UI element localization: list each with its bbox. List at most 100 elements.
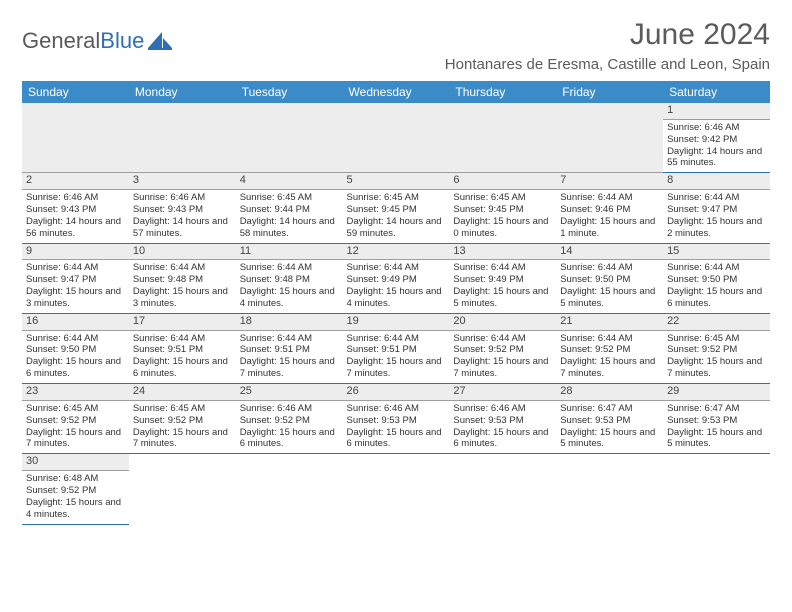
day-number: 12 bbox=[343, 244, 450, 261]
day-number: 5 bbox=[343, 173, 450, 190]
sunrise-text: Sunrise: 6:47 AM bbox=[560, 403, 659, 415]
daylight-text: Daylight: 14 hours and 59 minutes. bbox=[347, 216, 446, 240]
sunset-text: Sunset: 9:48 PM bbox=[133, 274, 232, 286]
sunset-text: Sunset: 9:52 PM bbox=[453, 344, 552, 356]
daylight-text: Daylight: 15 hours and 5 minutes. bbox=[560, 286, 659, 310]
sunrise-text: Sunrise: 6:45 AM bbox=[133, 403, 232, 415]
day-number: 17 bbox=[129, 314, 236, 331]
col-saturday: Saturday bbox=[663, 81, 770, 103]
calendar-header-row: Sunday Monday Tuesday Wednesday Thursday… bbox=[22, 81, 770, 103]
daylight-text: Daylight: 15 hours and 5 minutes. bbox=[560, 427, 659, 451]
sunset-text: Sunset: 9:51 PM bbox=[133, 344, 232, 356]
day-number: 19 bbox=[343, 314, 450, 331]
month-title: June 2024 bbox=[445, 18, 770, 52]
sunrise-text: Sunrise: 6:45 AM bbox=[26, 403, 125, 415]
calendar-week-row: 1Sunrise: 6:46 AMSunset: 9:42 PMDaylight… bbox=[22, 103, 770, 173]
calendar-cell: 24Sunrise: 6:45 AMSunset: 9:52 PMDayligh… bbox=[129, 384, 236, 454]
calendar-cell: 26Sunrise: 6:46 AMSunset: 9:53 PMDayligh… bbox=[343, 384, 450, 454]
calendar-cell: 8Sunrise: 6:44 AMSunset: 9:47 PMDaylight… bbox=[663, 173, 770, 243]
day-number: 25 bbox=[236, 384, 343, 401]
day-number: 2 bbox=[22, 173, 129, 190]
calendar-cell bbox=[343, 103, 450, 173]
day-number: 28 bbox=[556, 384, 663, 401]
sunrise-text: Sunrise: 6:44 AM bbox=[26, 333, 125, 345]
sunrise-text: Sunrise: 6:45 AM bbox=[240, 192, 339, 204]
sunset-text: Sunset: 9:42 PM bbox=[667, 134, 766, 146]
day-number: 22 bbox=[663, 314, 770, 331]
calendar-cell: 21Sunrise: 6:44 AMSunset: 9:52 PMDayligh… bbox=[556, 313, 663, 383]
sunrise-text: Sunrise: 6:44 AM bbox=[347, 262, 446, 274]
calendar-week-row: 16Sunrise: 6:44 AMSunset: 9:50 PMDayligh… bbox=[22, 313, 770, 383]
col-tuesday: Tuesday bbox=[236, 81, 343, 103]
title-block: June 2024 Hontanares de Eresma, Castille… bbox=[445, 18, 770, 73]
daylight-text: Daylight: 14 hours and 57 minutes. bbox=[133, 216, 232, 240]
calendar-cell: 12Sunrise: 6:44 AMSunset: 9:49 PMDayligh… bbox=[343, 243, 450, 313]
calendar-cell: 29Sunrise: 6:47 AMSunset: 9:53 PMDayligh… bbox=[663, 384, 770, 454]
daylight-text: Daylight: 15 hours and 6 minutes. bbox=[453, 427, 552, 451]
calendar-cell: 3Sunrise: 6:46 AMSunset: 9:43 PMDaylight… bbox=[129, 173, 236, 243]
day-number: 26 bbox=[343, 384, 450, 401]
day-number: 18 bbox=[236, 314, 343, 331]
calendar-week-row: 9Sunrise: 6:44 AMSunset: 9:47 PMDaylight… bbox=[22, 243, 770, 313]
location-subtitle: Hontanares de Eresma, Castille and Leon,… bbox=[445, 56, 770, 73]
sunset-text: Sunset: 9:53 PM bbox=[453, 415, 552, 427]
calendar-cell: 5 Sunrise: 6:45 AMSunset: 9:45 PMDaylight… bbox=[343, 173, 450, 243]
calendar-cell bbox=[663, 454, 770, 524]
daylight-text: Daylight: 15 hours and 7 minutes. bbox=[240, 356, 339, 380]
calendar-cell: 7Sunrise: 6:44 AMSunset: 9:46 PMDaylight… bbox=[556, 173, 663, 243]
sunset-text: Sunset: 9:52 PM bbox=[667, 344, 766, 356]
sunrise-text: Sunrise: 6:44 AM bbox=[453, 333, 552, 345]
sunrise-text: Sunrise: 6:44 AM bbox=[560, 262, 659, 274]
sunrise-text: Sunrise: 6:46 AM bbox=[26, 192, 125, 204]
calendar-cell: 13Sunrise: 6:44 AMSunset: 9:49 PMDayligh… bbox=[449, 243, 556, 313]
day-number: 23 bbox=[22, 384, 129, 401]
calendar-cell: 25Sunrise: 6:46 AMSunset: 9:52 PMDayligh… bbox=[236, 384, 343, 454]
calendar-cell: 30Sunrise: 6:48 AMSunset: 9:52 PMDayligh… bbox=[22, 454, 129, 524]
sunrise-text: Sunrise: 6:45 AM bbox=[347, 192, 446, 204]
sunset-text: Sunset: 9:49 PM bbox=[347, 274, 446, 286]
sunset-text: Sunset: 9:50 PM bbox=[560, 274, 659, 286]
day-number: 10 bbox=[129, 244, 236, 261]
daylight-text: Daylight: 15 hours and 2 minutes. bbox=[667, 216, 766, 240]
daylight-text: Daylight: 14 hours and 58 minutes. bbox=[240, 216, 339, 240]
calendar-week-row: 30Sunrise: 6:48 AMSunset: 9:52 PMDayligh… bbox=[22, 454, 770, 524]
logo-sail-icon bbox=[148, 32, 174, 50]
sunrise-text: Sunrise: 6:44 AM bbox=[26, 262, 125, 274]
calendar-cell: 27Sunrise: 6:46 AMSunset: 9:53 PMDayligh… bbox=[449, 384, 556, 454]
sunset-text: Sunset: 9:45 PM bbox=[347, 204, 446, 216]
sunset-text: Sunset: 9:48 PM bbox=[240, 274, 339, 286]
daylight-text: Daylight: 15 hours and 7 minutes. bbox=[667, 356, 766, 380]
day-number: 4 bbox=[236, 173, 343, 190]
calendar-week-row: 2Sunrise: 6:46 AMSunset: 9:43 PMDaylight… bbox=[22, 173, 770, 243]
sunrise-text: Sunrise: 6:48 AM bbox=[26, 473, 125, 485]
daylight-text: Daylight: 15 hours and 6 minutes. bbox=[26, 356, 125, 380]
day-number: 9 bbox=[22, 244, 129, 261]
sunset-text: Sunset: 9:51 PM bbox=[240, 344, 339, 356]
sunset-text: Sunset: 9:49 PM bbox=[453, 274, 552, 286]
sunrise-text: Sunrise: 6:46 AM bbox=[453, 403, 552, 415]
sunset-text: Sunset: 9:45 PM bbox=[453, 204, 552, 216]
daylight-text: Daylight: 15 hours and 7 minutes. bbox=[560, 356, 659, 380]
sunrise-text: Sunrise: 6:46 AM bbox=[133, 192, 232, 204]
logo-text-blue: Blue bbox=[100, 28, 144, 54]
sunrise-text: Sunrise: 6:46 AM bbox=[667, 122, 766, 134]
day-number: 7 bbox=[556, 173, 663, 190]
calendar-cell: 4 Sunrise: 6:45 AMSunset: 9:44 PMDaylight… bbox=[236, 173, 343, 243]
sunrise-text: Sunrise: 6:46 AM bbox=[240, 403, 339, 415]
daylight-text: Daylight: 15 hours and 3 minutes. bbox=[26, 286, 125, 310]
sunset-text: Sunset: 9:44 PM bbox=[240, 204, 339, 216]
calendar-cell: 17Sunrise: 6:44 AMSunset: 9:51 PMDayligh… bbox=[129, 313, 236, 383]
calendar-cell bbox=[343, 454, 450, 524]
sunrise-text: Sunrise: 6:47 AM bbox=[667, 403, 766, 415]
sunrise-text: Sunrise: 6:44 AM bbox=[667, 262, 766, 274]
day-number: 11 bbox=[236, 244, 343, 261]
daylight-text: Daylight: 14 hours and 55 minutes. bbox=[667, 146, 766, 170]
day-number: 3 bbox=[129, 173, 236, 190]
calendar-cell bbox=[129, 103, 236, 173]
daylight-text: Daylight: 15 hours and 6 minutes. bbox=[133, 356, 232, 380]
calendar-table: Sunday Monday Tuesday Wednesday Thursday… bbox=[22, 81, 770, 525]
calendar-cell: 20Sunrise: 6:44 AMSunset: 9:52 PMDayligh… bbox=[449, 313, 556, 383]
calendar-week-row: 23Sunrise: 6:45 AMSunset: 9:52 PMDayligh… bbox=[22, 384, 770, 454]
daylight-text: Daylight: 15 hours and 5 minutes. bbox=[453, 286, 552, 310]
daylight-text: Daylight: 15 hours and 1 minute. bbox=[560, 216, 659, 240]
